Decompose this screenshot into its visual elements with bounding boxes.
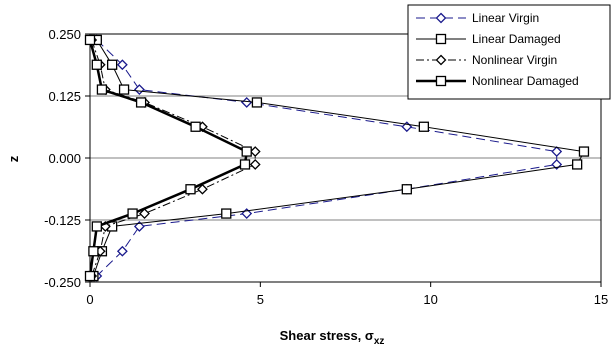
legend-swatch-marker [435,12,447,24]
series-line [91,39,256,277]
data-point [239,159,251,170]
data-point [84,270,96,282]
data-point [127,208,138,219]
series-group [84,34,590,282]
y-tick-label: 0.250 [48,27,81,42]
data-point [91,59,102,70]
data-point [249,146,261,157]
legend-label: Nonlinear Virgin [472,53,557,67]
legend-swatch-marker [435,54,447,66]
data-point [106,59,118,70]
legend-swatch-marker [435,33,447,45]
data-point [197,183,208,195]
y-tick-label: 0.125 [48,89,81,104]
data-point [84,34,96,46]
data-point [139,208,150,219]
legend-entry: Linear Virgin [416,11,539,25]
x-axis-title: Shear stress, σxz [280,328,385,347]
data-point [133,84,145,95]
data-point [116,59,128,71]
legend-label: Linear Damaged [472,32,561,46]
series-line [96,39,558,277]
legend-entry: Nonlinear Damaged [416,74,579,88]
data-point [241,97,253,108]
data-point [91,221,102,232]
x-tick-label: 15 [594,292,608,307]
y-axis-title: z [6,155,21,162]
x-tick-label: 0 [86,292,93,307]
legend-swatch-marker [435,75,447,87]
legend-entry: Linear Damaged [416,32,561,46]
legend-entry: Nonlinear Virgin [416,53,557,67]
data-point [401,184,412,195]
x-axis-title-text: Shear stress, [280,328,365,343]
data-point [135,97,147,108]
data-point [190,121,201,132]
data-point [551,146,563,157]
series-nonlinear-damaged [84,34,252,282]
data-point [572,159,583,170]
y-tick-label: -0.250 [44,275,81,290]
x-axis-title-symbol: σ [365,328,374,343]
data-point [221,208,232,219]
legend-label: Nonlinear Damaged [472,74,579,88]
x-tick-label: 5 [257,292,264,307]
x-tick-label: 10 [423,292,437,307]
data-point [116,245,128,257]
data-point [185,184,196,195]
data-point [118,84,130,95]
data-point [578,146,590,157]
data-point [88,246,99,257]
data-point [241,146,252,157]
legend: Linear Virgin Linear Damaged Nonlinear Vir… [407,4,611,100]
y-tick-label: -0.125 [44,213,81,228]
data-point [249,159,261,170]
x-axis-ticks: 0 5 10 15 [86,282,608,307]
data-point [133,221,145,232]
data-point [418,121,430,132]
x-axis-title-subscript: xz [374,336,385,347]
data-point [251,97,263,108]
legend-label: Linear Virgin [472,11,539,25]
data-point [96,84,108,95]
y-tick-label: 0.000 [48,151,81,166]
y-axis-ticks: 0.250 0.125 0.000 -0.125 -0.250 [44,27,90,290]
